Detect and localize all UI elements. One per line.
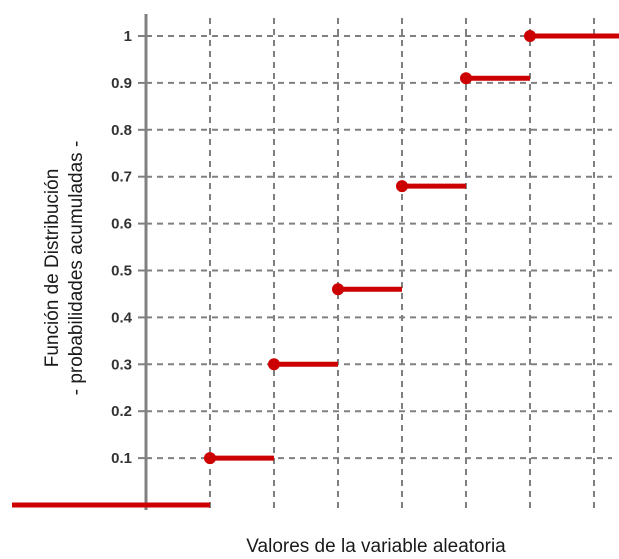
y-tick-label: 0.9 (111, 75, 132, 92)
step-point (396, 180, 408, 193)
x-axis-title: Valores de la variable aleatoria (246, 536, 506, 557)
step-point (524, 30, 536, 42)
y-tick-label: 0.3 (111, 356, 132, 373)
axes (138, 14, 148, 510)
step-point (460, 72, 472, 85)
step-point (268, 358, 280, 371)
y-tick-label: 0.7 (111, 169, 132, 186)
step-point (204, 452, 216, 465)
y-axis-title-line-2: - probabilidades acumuladas - (66, 141, 87, 396)
y-tick-label: 0.6 (111, 216, 132, 233)
step-series (12, 30, 619, 508)
y-tick-label: 1 (124, 28, 132, 45)
y-tick-label: 0.8 (111, 122, 132, 139)
y-tick-label: 0.4 (111, 309, 133, 326)
step-point (332, 283, 344, 296)
y-tick-labels: 0.1 0.2 0.3 0.4 0.5 0.6 0.7 0.8 0.9 1 (111, 28, 133, 467)
grid-lines (146, 18, 612, 510)
y-tick-label: 0.2 (111, 403, 132, 420)
y-tick-label: 0.1 (111, 450, 132, 467)
y-tick-label: 0.5 (111, 263, 132, 280)
y-axis-title-line-1: Función de Distribución (42, 169, 63, 368)
